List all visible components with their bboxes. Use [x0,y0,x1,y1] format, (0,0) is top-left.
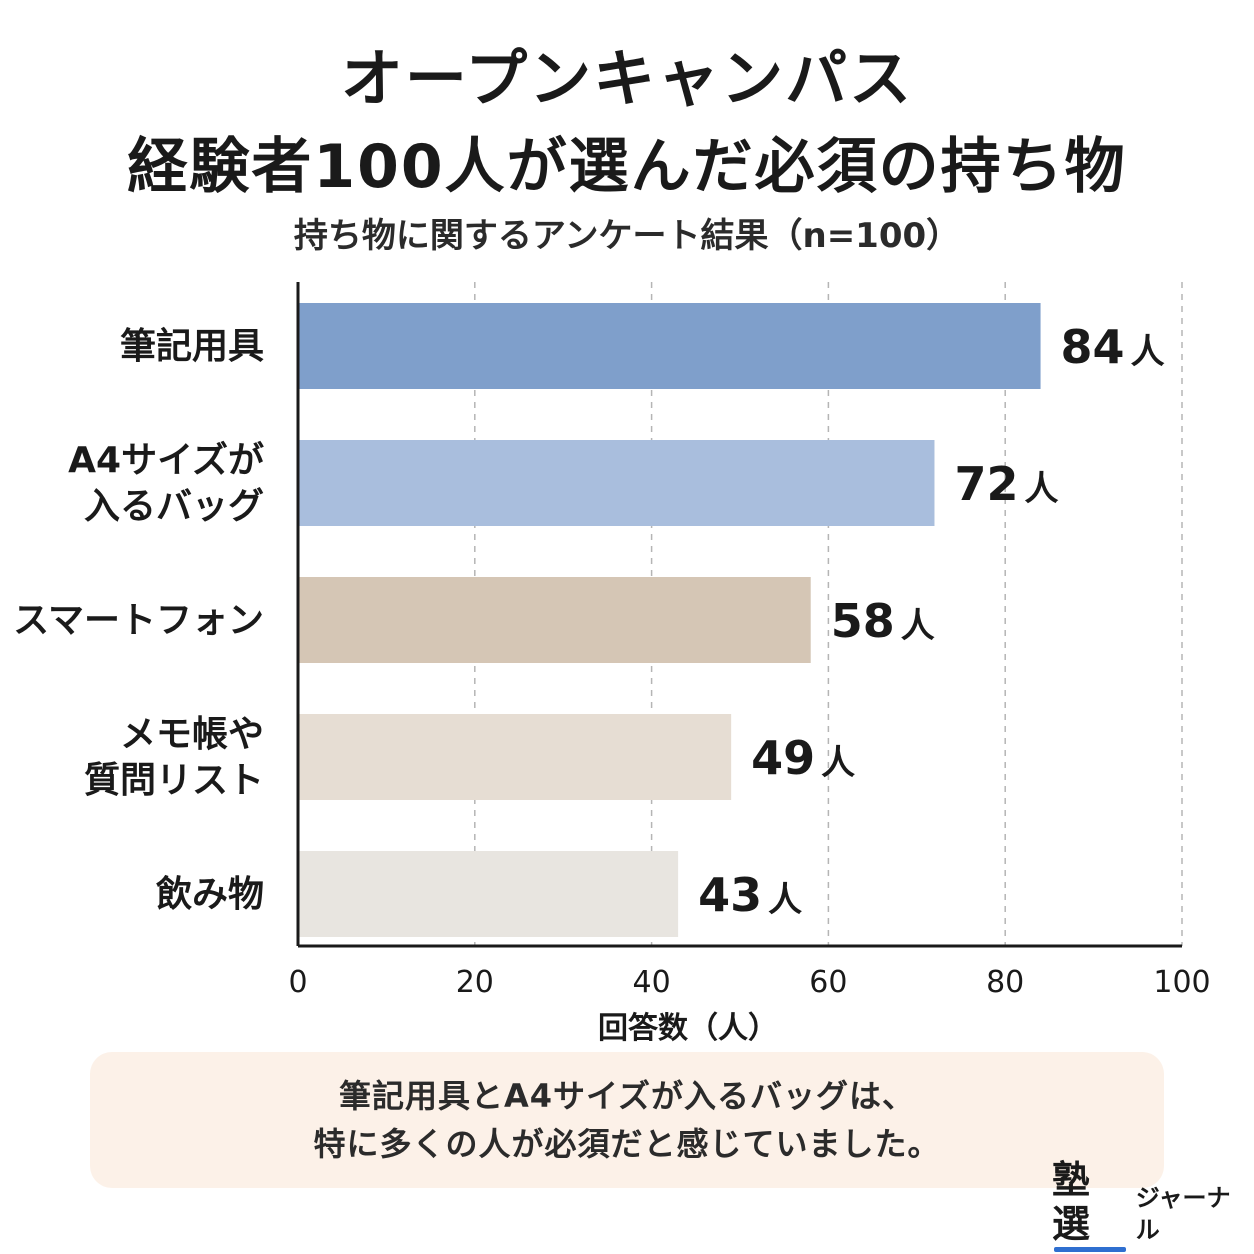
x-tick-label-1: 20 [456,965,494,1000]
value-label-unit-2: 人 [901,606,935,646]
chart-title-line1: オープンキャンパス [340,42,914,115]
bar-1 [299,440,935,526]
category-label-line-1-1: 入るバッグ [84,486,264,527]
category-label-line-0-0: 筆記用具 [120,326,264,367]
value-label-3: 49 人 [751,731,855,785]
value-label-number-4: 43 [698,868,762,922]
category-label-line-3-1: 質問リスト [84,760,264,801]
category-label-line-3-0: メモ帳や [120,714,264,755]
value-label-number-3: 49 [751,731,815,785]
value-label-number-1: 72 [954,457,1018,511]
value-label-0: 84 人 [1061,320,1165,374]
value-label-unit-0: 人 [1131,332,1165,372]
bar-0 [299,303,1041,389]
value-label-unit-1: 人 [1024,469,1058,509]
value-label-2: 58 人 [831,594,935,648]
bar-3 [299,714,732,800]
summary-note-line1: 筆記用具とA4サイズが入るバッグは、 [338,1077,916,1115]
category-label-line-4-0: 飲み物 [156,874,264,915]
x-tick-label-0: 0 [288,965,307,1000]
category-label-2: スマートフォン [13,600,264,641]
category-label-line-2-0: スマートフォン [13,600,264,641]
value-label-unit-4: 人 [768,880,802,920]
brand-logo: 塾選 ジャーナル [1052,1158,1254,1252]
value-label-number-0: 84 [1061,320,1125,374]
x-tick-label-4: 80 [986,965,1024,1000]
category-label-0: 筆記用具 [120,326,264,367]
x-tick-label-2: 40 [633,965,671,1000]
category-label-4: 飲み物 [156,874,264,915]
brand-logo-main: 塾選 [1052,1158,1128,1252]
value-label-number-2: 58 [831,594,895,648]
x-tick-label-5: 100 [1153,965,1210,1000]
category-label-3: メモ帳や質問リスト [84,714,264,801]
x-axis-title: 回答数（人） [598,1011,778,1046]
summary-note: 筆記用具とA4サイズが入るバッグは、 特に多くの人が必須だと感じていました。 [90,1052,1164,1188]
chart-subtitle: 持ち物に関するアンケート結果（n=100） [293,216,961,256]
summary-note-line2: 特に多くの人が必須だと感じていました。 [313,1125,941,1163]
value-label-1: 72 人 [954,457,1058,511]
bar-4 [299,851,679,937]
brand-logo-sub: ジャーナル [1135,1184,1231,1244]
category-label-line-1-0: A4サイズが [68,439,264,481]
category-label-1: A4サイズが入るバッグ [68,439,264,527]
chart-title-line2: 経験者100人が選んだ必須の持ち物 [127,132,1127,202]
bar-2 [299,577,811,663]
value-label-unit-3: 人 [821,743,855,783]
x-tick-label-3: 60 [809,965,847,1000]
value-label-4: 43 人 [698,868,802,922]
